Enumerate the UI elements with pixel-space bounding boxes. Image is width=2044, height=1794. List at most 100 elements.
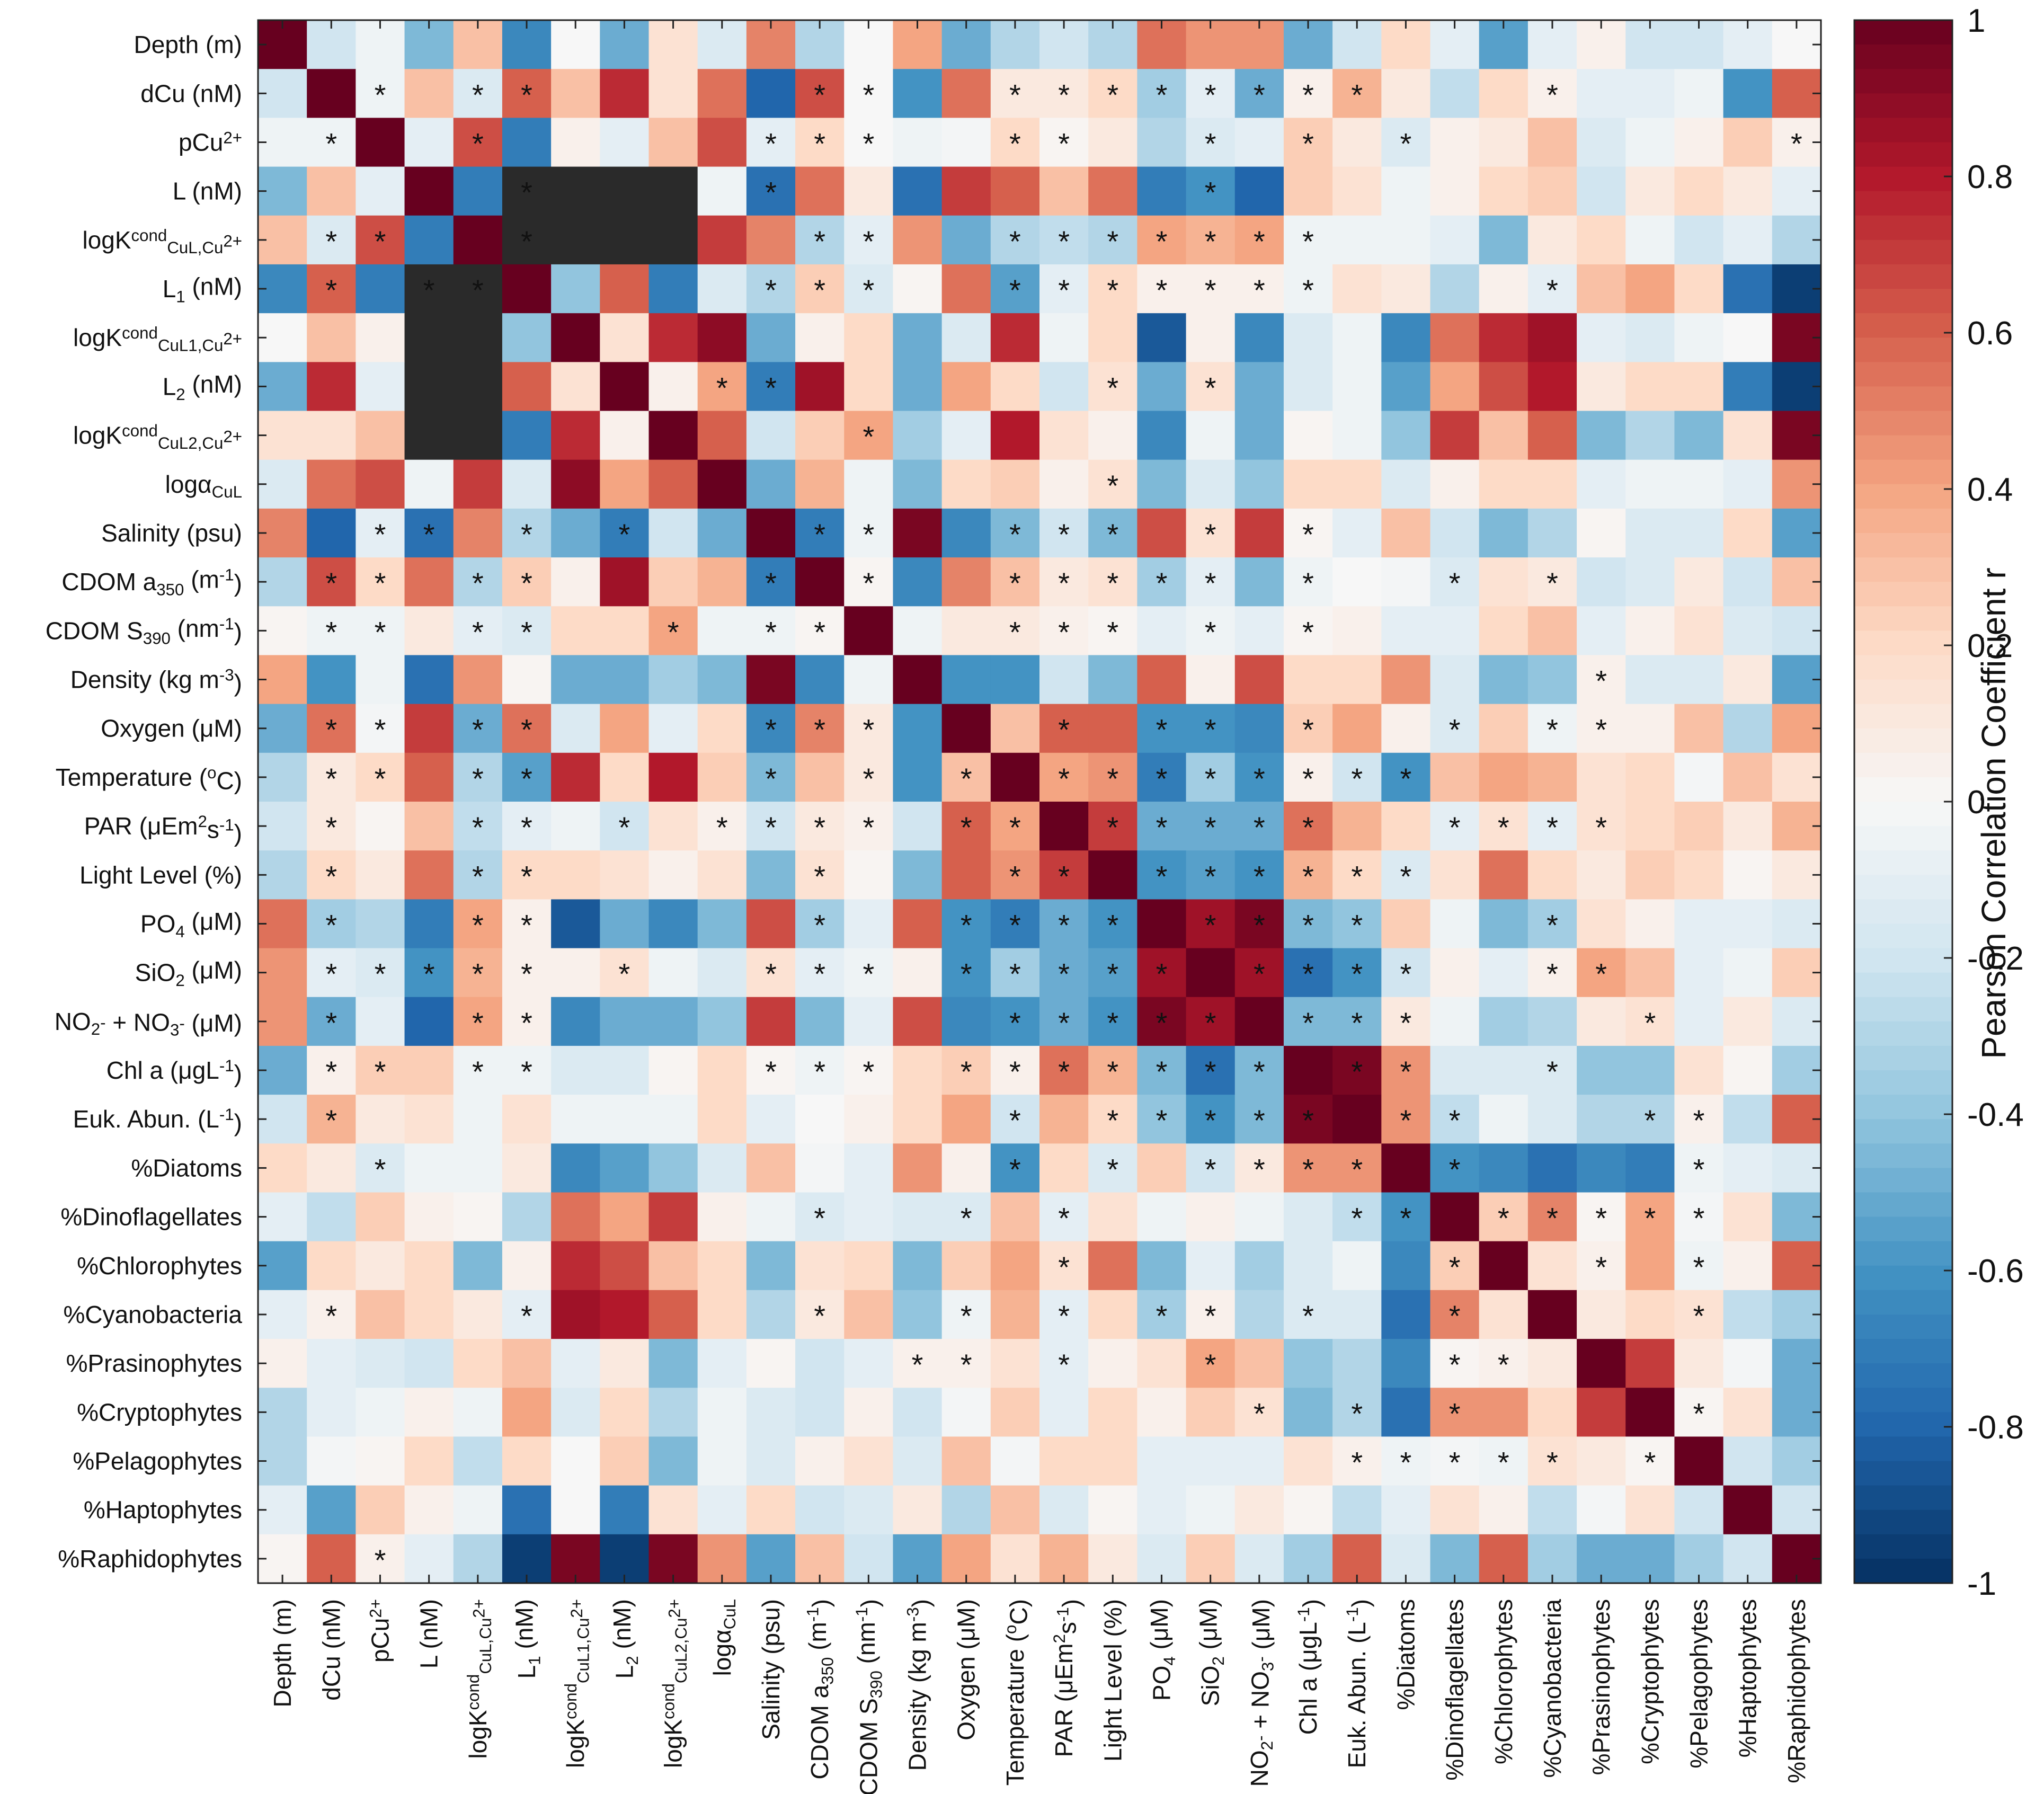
heatmap-cell <box>893 508 943 558</box>
significance-star: * <box>1449 1299 1461 1333</box>
significance-star: * <box>1156 713 1168 747</box>
significance-star: * <box>1449 1152 1461 1186</box>
heatmap-cell <box>1088 166 1137 216</box>
y-axis-label: CDOM S390 (nm-1) <box>46 615 242 648</box>
colorbar-segment <box>1854 1339 1952 1364</box>
significance-star: * <box>1009 1152 1021 1186</box>
heatmap-cell <box>1137 899 1187 949</box>
significance-star: * <box>1302 1299 1314 1333</box>
heatmap-cell <box>1430 802 1480 851</box>
significance-star: * <box>1595 957 1607 991</box>
heatmap-cell <box>453 850 503 900</box>
heatmap-cell <box>844 118 894 167</box>
heatmap-cell <box>648 1143 698 1193</box>
heatmap-cell <box>453 508 503 558</box>
colorbar-segment <box>1854 289 1952 314</box>
colorbar-segment <box>1854 166 1952 192</box>
heatmap-cell <box>1479 264 1528 314</box>
significance-star: * <box>375 762 386 795</box>
significance-star: * <box>814 1299 825 1333</box>
significance-star: * <box>1644 1006 1656 1040</box>
heatmap-cell <box>1283 1436 1333 1486</box>
heatmap-cell <box>1723 118 1773 167</box>
significance-star: * <box>1205 859 1216 893</box>
colorbar-segment <box>1854 386 1952 412</box>
heatmap-cell <box>1234 1143 1284 1193</box>
heatmap-cell <box>404 166 454 216</box>
significance-star: * <box>1351 1446 1363 1479</box>
heatmap-cell <box>356 362 405 412</box>
heatmap-cell <box>551 1388 600 1437</box>
significance-star: * <box>765 127 777 160</box>
heatmap-cell <box>453 1192 503 1242</box>
heatmap-cell <box>404 899 454 949</box>
significance-star: * <box>472 957 484 991</box>
heatmap-cell <box>1381 1045 1431 1095</box>
heatmap-cell <box>1088 215 1137 265</box>
heatmap-cell <box>648 850 698 900</box>
heatmap-cell <box>1479 69 1528 118</box>
heatmap-cell <box>746 118 796 167</box>
heatmap-cell <box>502 118 552 167</box>
colorbar-segment <box>1854 1558 1952 1584</box>
heatmap-cell <box>746 557 796 607</box>
heatmap-cell <box>1381 704 1431 753</box>
heatmap-cell <box>1479 557 1528 607</box>
heatmap-cell <box>1381 1143 1431 1193</box>
heatmap-cell <box>453 655 503 705</box>
heatmap-cell <box>746 850 796 900</box>
heatmap-cell <box>1479 655 1528 705</box>
significance-star: * <box>1205 811 1216 844</box>
heatmap-cell <box>990 850 1040 900</box>
significance-star: * <box>1107 908 1118 942</box>
significance-star: * <box>325 1104 337 1137</box>
heatmap-cell <box>1186 1241 1236 1291</box>
significance-star: * <box>1351 1006 1363 1040</box>
heatmap-cell <box>893 166 943 216</box>
heatmap-cell <box>893 362 943 412</box>
y-axis-label: logKcondCuL2,Cu2+ <box>73 422 242 452</box>
heatmap-cell <box>1625 655 1675 705</box>
heatmap-cell <box>600 899 650 949</box>
heatmap-cell <box>1186 997 1236 1046</box>
heatmap-cell <box>453 899 503 949</box>
colorbar-segment <box>1854 1021 1952 1046</box>
colorbar-tick-label: 0.2 <box>1967 628 2013 664</box>
significance-star: * <box>1302 615 1314 649</box>
heatmap-cell <box>1283 508 1333 558</box>
heatmap-cell <box>502 899 552 949</box>
heatmap-cell <box>648 215 698 265</box>
heatmap-cell <box>1186 557 1236 607</box>
significance-star: * <box>1009 127 1021 160</box>
heatmap-cell <box>844 69 894 118</box>
significance-star: * <box>1254 273 1265 307</box>
heatmap-cell <box>1332 1045 1382 1095</box>
y-axis-label: %Chlorophytes <box>77 1252 242 1280</box>
heatmap-cell <box>1625 899 1675 949</box>
heatmap-cell <box>1137 264 1187 314</box>
heatmap-cell <box>307 1485 356 1535</box>
significance-star: * <box>1351 1202 1363 1235</box>
heatmap-cell <box>990 166 1040 216</box>
heatmap-cell <box>1577 1192 1626 1242</box>
heatmap-cell <box>795 313 845 362</box>
heatmap-cell <box>941 118 991 167</box>
heatmap-cell <box>551 508 600 558</box>
significance-star: * <box>1302 811 1314 844</box>
heatmap-cell <box>1039 1143 1089 1193</box>
significance-star: * <box>1449 811 1461 844</box>
heatmap-cell <box>1430 362 1480 412</box>
heatmap-cell <box>453 1290 503 1339</box>
heatmap-cell <box>1430 264 1480 314</box>
colorbar-segment <box>1854 1485 1952 1511</box>
heatmap-cell <box>502 313 552 362</box>
significance-star: * <box>472 1006 484 1040</box>
heatmap-cell <box>844 802 894 851</box>
heatmap-cell <box>1723 1436 1773 1486</box>
heatmap-cell <box>1039 215 1089 265</box>
heatmap-cell <box>1039 508 1089 558</box>
y-axis-label: Depth (m) <box>134 31 242 58</box>
heatmap-cell <box>502 1143 552 1193</box>
heatmap-cell <box>697 1485 747 1535</box>
heatmap-cell <box>1332 655 1382 705</box>
